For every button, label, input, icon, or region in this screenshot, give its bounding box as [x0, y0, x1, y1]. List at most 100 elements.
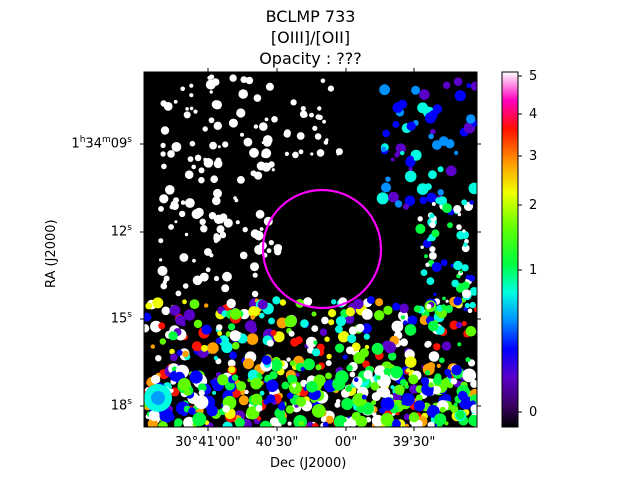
emission-blob: [155, 355, 162, 362]
emission-blob: [159, 408, 174, 423]
emission-blob: [384, 341, 396, 354]
emission-blob: [380, 412, 394, 427]
emission-blob: [163, 102, 173, 111]
emission-blob: [279, 299, 287, 306]
emission-blob: [331, 299, 337, 305]
emission-blob: [440, 259, 448, 267]
emission-blob: [321, 316, 329, 325]
emission-blob: [463, 242, 468, 247]
emission-blob: [167, 150, 175, 158]
emission-blob: [338, 331, 350, 343]
emission-blob: [462, 368, 477, 383]
emission-blob: [312, 348, 321, 357]
emission-blob: [374, 365, 386, 377]
emission-blob: [215, 157, 222, 164]
emission-map: [144, 74, 477, 427]
emission-blob: [323, 140, 329, 145]
emission-blob: [462, 289, 472, 299]
emission-blob: [288, 381, 302, 395]
y-tick-label-1: 12s: [110, 223, 132, 240]
emission-blob: [272, 296, 281, 305]
emission-blob: [204, 303, 209, 308]
emission-blob: [433, 292, 437, 296]
emission-blob: [192, 275, 203, 286]
emission-blob: [246, 333, 259, 345]
emission-blob: [208, 117, 215, 124]
emission-blob: [185, 198, 195, 208]
emission-blob: [470, 379, 477, 388]
emission-blob: [300, 366, 305, 372]
colorbar-tick-2: 2: [529, 198, 538, 213]
emission-blob: [298, 420, 304, 426]
emission-blob: [290, 99, 297, 106]
emission-blob: [361, 394, 367, 400]
emission-blob: [276, 317, 288, 329]
emission-blob: [215, 337, 222, 344]
emission-blob: [390, 157, 395, 162]
emission-blob: [197, 383, 207, 393]
emission-blob: [226, 218, 230, 223]
emission-blob: [221, 341, 233, 353]
emission-blob: [455, 321, 463, 329]
emission-blob: [335, 316, 347, 327]
emission-blob: [189, 299, 200, 309]
emission-blob: [400, 338, 408, 347]
emission-blob: [171, 142, 182, 152]
emission-blob: [277, 402, 286, 411]
emission-blob: [424, 112, 437, 124]
emission-blob: [400, 150, 405, 156]
emission-blob: [394, 200, 403, 208]
emission-blob: [240, 132, 244, 137]
emission-blob: [428, 170, 437, 180]
emission-blob: [416, 183, 429, 195]
emission-blob: [180, 200, 186, 205]
emission-blob: [193, 109, 198, 114]
emission-blob: [157, 265, 168, 276]
emission-blob: [283, 129, 291, 137]
emission-blob: [355, 323, 365, 333]
emission-blob: [445, 299, 449, 303]
emission-blob: [388, 352, 397, 361]
emission-blob: [306, 381, 318, 393]
emission-blob: [169, 204, 175, 210]
emission-blob: [217, 331, 223, 336]
emission-blob: [453, 205, 462, 214]
emission-blob: [315, 114, 321, 120]
emission-blob: [427, 421, 435, 427]
emission-blob: [228, 366, 236, 374]
emission-blob: [259, 390, 265, 396]
emission-blob: [395, 143, 406, 154]
emission-blob: [175, 290, 182, 297]
emission-blob: [274, 407, 286, 419]
emission-blob: [216, 225, 225, 234]
colorbar-tick-4: 4: [529, 107, 538, 122]
emission-blob: [328, 319, 335, 326]
emission-blob: [399, 303, 409, 314]
x-tick-label-3: 39'30": [392, 435, 436, 450]
emission-blob: [408, 374, 419, 385]
emission-blob: [317, 106, 322, 111]
emission-blob: [248, 325, 258, 334]
emission-blob: [265, 82, 274, 91]
emission-blob: [284, 151, 289, 156]
emission-blob: [311, 311, 317, 317]
emission-blob: [315, 364, 322, 371]
emission-blob: [459, 270, 463, 274]
emission-blob: [213, 275, 220, 282]
axis-ticks: [140, 68, 481, 431]
emission-blob: [183, 416, 196, 427]
emission-blob: [439, 357, 445, 364]
emission-blob: [169, 348, 175, 355]
emission-blob: [158, 322, 166, 330]
colorbar-ticks: [518, 75, 522, 413]
emission-blob: [161, 306, 171, 316]
emission-blob: [261, 151, 268, 158]
emission-blob: [295, 372, 300, 377]
emission-blob: [240, 76, 248, 83]
emission-blob: [413, 305, 422, 313]
emission-blob: [454, 90, 466, 102]
emission-blob: [256, 372, 262, 378]
emission-blob: [288, 330, 295, 337]
chart-title-line-1: BCLMP 733: [265, 7, 356, 26]
